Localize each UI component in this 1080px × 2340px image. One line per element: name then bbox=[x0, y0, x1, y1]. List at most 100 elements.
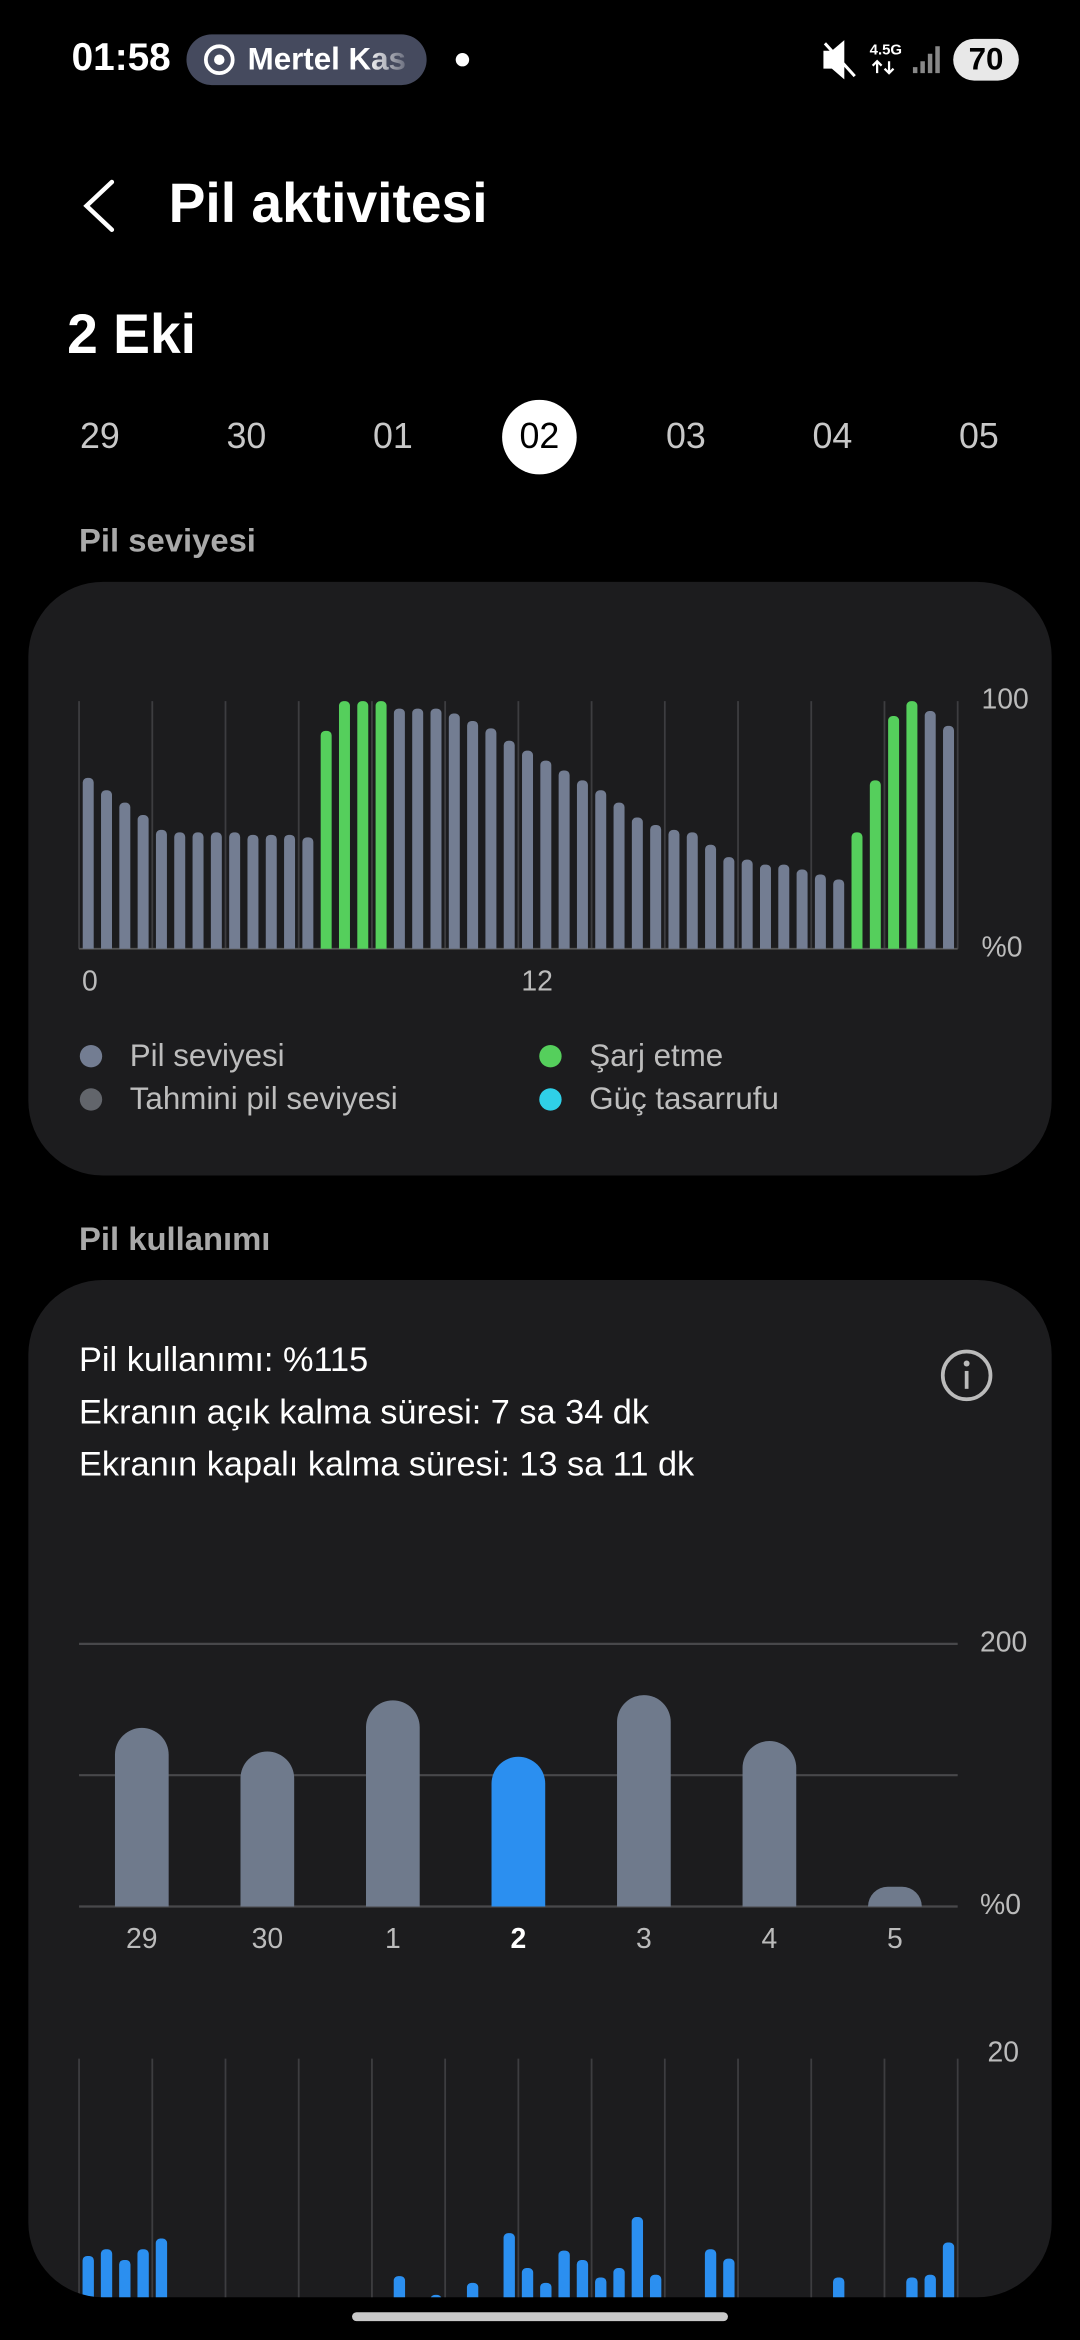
legend-swatch bbox=[79, 1088, 103, 1111]
level-bar bbox=[650, 824, 662, 949]
x-tick-label: 29 bbox=[126, 1923, 158, 1955]
info-button[interactable] bbox=[940, 1349, 993, 1402]
network-type: 4.5G bbox=[870, 43, 902, 59]
level-bar bbox=[119, 802, 131, 949]
day[interactable]: 30 bbox=[227, 416, 267, 456]
hourly-bar bbox=[576, 2259, 589, 2298]
level-bar bbox=[265, 834, 277, 949]
level-bar bbox=[686, 832, 698, 949]
level-bar bbox=[869, 780, 881, 949]
y-tick-label: 200 bbox=[980, 1626, 1027, 1658]
level-bar bbox=[338, 701, 350, 949]
level-bar bbox=[723, 857, 735, 949]
page-title: Pil aktivitesi bbox=[169, 172, 488, 234]
hourly-bar bbox=[613, 2268, 625, 2298]
hourly-bar bbox=[82, 2255, 94, 2298]
usage-bar[interactable] bbox=[114, 1727, 169, 1907]
notification-chip bbox=[186, 34, 427, 86]
usage-bar[interactable] bbox=[366, 1700, 420, 1907]
selected-day-bg bbox=[502, 399, 577, 475]
y-tick-label: %0 bbox=[982, 931, 1023, 963]
level-bar bbox=[155, 829, 167, 949]
level-bar bbox=[778, 864, 790, 949]
usage-bar[interactable] bbox=[617, 1695, 671, 1907]
status-time: 01:58 bbox=[72, 36, 171, 79]
chip-icon-dot bbox=[214, 54, 225, 65]
back-button[interactable] bbox=[83, 179, 115, 233]
level-bar bbox=[302, 837, 314, 949]
hourly-bar bbox=[137, 2249, 149, 2298]
level-bar bbox=[540, 760, 552, 949]
level-card bbox=[28, 581, 1052, 1176]
level-bar bbox=[284, 834, 296, 949]
day[interactable]: 05 bbox=[959, 416, 999, 456]
legend-label: Şarj etme bbox=[589, 1038, 723, 1073]
chip-icon bbox=[203, 44, 235, 76]
level-bar bbox=[522, 750, 534, 949]
level-chart: %0 100 0 12 Pil seviyesi Tahmini pil seviyesi… bbox=[78, 684, 1029, 1116]
date-strip: 29 30 01 02 03 04 05 bbox=[80, 399, 999, 475]
usage-chart: %0 200 29 30 1 2 3 4 5 bbox=[79, 1626, 1027, 1955]
y-tick-label: 100 bbox=[982, 684, 1029, 716]
usage-bar[interactable] bbox=[868, 1886, 922, 1907]
battery-pill bbox=[953, 38, 1019, 81]
hourly-bar bbox=[595, 2277, 607, 2298]
hourly-bar bbox=[100, 2249, 113, 2298]
level-bar bbox=[796, 869, 808, 949]
level-bar bbox=[137, 815, 149, 949]
x-tick-label: 1 bbox=[385, 1923, 401, 1955]
x-tick-label: 12 bbox=[521, 966, 553, 998]
level-bar bbox=[503, 740, 515, 949]
usage-bar[interactable] bbox=[742, 1741, 797, 1907]
legend-label: Tahmini pil seviyesi bbox=[130, 1081, 398, 1116]
day[interactable]: 04 bbox=[812, 416, 852, 456]
notification-text: Mertel Kas bbox=[248, 41, 406, 76]
hourly-bar bbox=[393, 2276, 406, 2298]
hourly-bar bbox=[723, 2258, 735, 2298]
level-bar bbox=[613, 802, 625, 949]
usage-bar[interactable] bbox=[491, 1756, 546, 1907]
level-bar bbox=[448, 713, 460, 949]
hourly-bar bbox=[540, 2282, 552, 2298]
level-bar bbox=[430, 708, 442, 949]
level-bar bbox=[485, 728, 497, 949]
usage-bar[interactable] bbox=[240, 1751, 295, 1907]
level-bar bbox=[943, 725, 955, 949]
level-bar bbox=[247, 834, 259, 949]
hourly-bar bbox=[942, 2242, 955, 2298]
level-bar bbox=[631, 817, 643, 949]
level-bar bbox=[320, 730, 332, 949]
level-bar bbox=[924, 711, 936, 949]
day[interactable]: 03 bbox=[666, 416, 706, 456]
hourly-bar bbox=[521, 2268, 534, 2298]
x-tick-label: 30 bbox=[252, 1923, 284, 1955]
legend-swatch bbox=[539, 1088, 562, 1111]
hourly-bar bbox=[833, 2277, 845, 2298]
level-bar bbox=[467, 720, 479, 949]
hourly-bar bbox=[631, 2217, 644, 2298]
level-bar bbox=[412, 708, 424, 949]
hourly-bar bbox=[906, 2277, 918, 2298]
data-arrows bbox=[871, 59, 895, 75]
level-bar bbox=[229, 832, 241, 949]
level-bar bbox=[82, 777, 94, 949]
level-bar bbox=[851, 832, 863, 949]
level-bar bbox=[741, 859, 753, 949]
level-bar bbox=[576, 780, 588, 949]
level-bar bbox=[705, 844, 717, 949]
x-tick-label: 0 bbox=[82, 966, 98, 998]
level-bar bbox=[668, 829, 680, 949]
hourly-bar bbox=[466, 2282, 479, 2298]
level-bar bbox=[192, 832, 204, 949]
day[interactable]: 01 bbox=[373, 416, 413, 456]
section-title: Pil seviyesi bbox=[79, 522, 256, 559]
day[interactable]: 02 bbox=[519, 416, 559, 456]
section-title: Pil kullanımı bbox=[79, 1220, 270, 1257]
hourly-bar bbox=[119, 2259, 131, 2298]
signal-icon bbox=[912, 46, 940, 74]
level-bar bbox=[888, 716, 900, 949]
hourly-bar bbox=[924, 2274, 936, 2298]
y-tick-label: %0 bbox=[980, 1889, 1021, 1921]
level-bar bbox=[393, 708, 405, 949]
day[interactable]: 29 bbox=[80, 416, 120, 456]
